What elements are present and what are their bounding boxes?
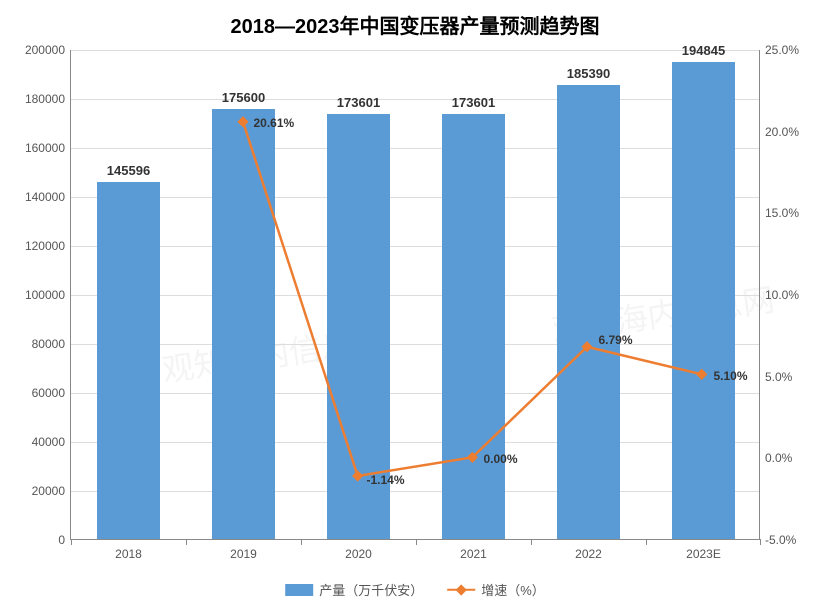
- x-tick: [646, 539, 647, 545]
- y-right-tick-label: 25.0%: [759, 43, 799, 57]
- y-left-tick-label: 200000: [25, 43, 71, 57]
- x-tick-label: 2022: [575, 547, 602, 561]
- legend-line-marker: [456, 584, 467, 595]
- chart-title: 2018—2023年中国变压器产量预测趋势图: [0, 0, 830, 39]
- x-tick: [71, 539, 72, 545]
- y-right-tick-label: -5.0%: [759, 533, 796, 547]
- x-tick: [531, 539, 532, 545]
- y-left-tick-label: 140000: [25, 190, 71, 204]
- x-tick: [416, 539, 417, 545]
- y-left-tick-label: 0: [58, 533, 71, 547]
- legend-item-line: 增速（%）: [447, 580, 545, 599]
- legend-line-swatch: [447, 584, 475, 596]
- x-tick-label: 2021: [460, 547, 487, 561]
- x-tick-label: 2020: [345, 547, 372, 561]
- legend-line-label: 增速（%）: [481, 580, 545, 599]
- x-tick: [186, 539, 187, 545]
- x-tick-label: 2019: [230, 547, 257, 561]
- line-marker: [352, 470, 363, 481]
- line-point-label: 20.61%: [254, 116, 295, 130]
- y-left-tick-label: 80000: [32, 337, 71, 351]
- x-tick-label: 2018: [115, 547, 142, 561]
- y-left-tick-label: 160000: [25, 141, 71, 155]
- y-right-tick-label: 10.0%: [759, 288, 799, 302]
- line-point-label: 6.79%: [599, 333, 633, 347]
- plot-area: 观知海内信息网观知海内信息网02000040000600008000010000…: [70, 50, 760, 540]
- y-left-tick-label: 120000: [25, 239, 71, 253]
- y-right-tick-label: 15.0%: [759, 206, 799, 220]
- legend: 产量（万千伏安） 增速（%）: [285, 580, 545, 599]
- x-tick-label: 2023E: [686, 547, 721, 561]
- line-point-label: 5.10%: [714, 369, 748, 383]
- line-marker: [696, 369, 707, 380]
- y-left-tick-label: 60000: [32, 386, 71, 400]
- x-tick: [760, 539, 761, 545]
- line-point-label: 0.00%: [484, 452, 518, 466]
- y-left-tick-label: 180000: [25, 92, 71, 106]
- x-tick: [301, 539, 302, 545]
- y-left-tick-label: 40000: [32, 435, 71, 449]
- y-right-tick-label: 20.0%: [759, 125, 799, 139]
- y-left-tick-label: 20000: [32, 484, 71, 498]
- line-marker: [237, 116, 248, 127]
- chart-container: 2018—2023年中国变压器产量预测趋势图 观知海内信息网观知海内信息网020…: [0, 0, 830, 605]
- line-point-label: -1.14%: [367, 473, 405, 487]
- line-series: [71, 50, 759, 539]
- legend-item-bar: 产量（万千伏安）: [285, 580, 423, 599]
- y-right-tick-label: 0.0%: [759, 451, 792, 465]
- y-right-tick-label: 5.0%: [759, 370, 792, 384]
- legend-bar-swatch: [285, 584, 313, 596]
- legend-bar-label: 产量（万千伏安）: [319, 580, 423, 599]
- y-left-tick-label: 100000: [25, 288, 71, 302]
